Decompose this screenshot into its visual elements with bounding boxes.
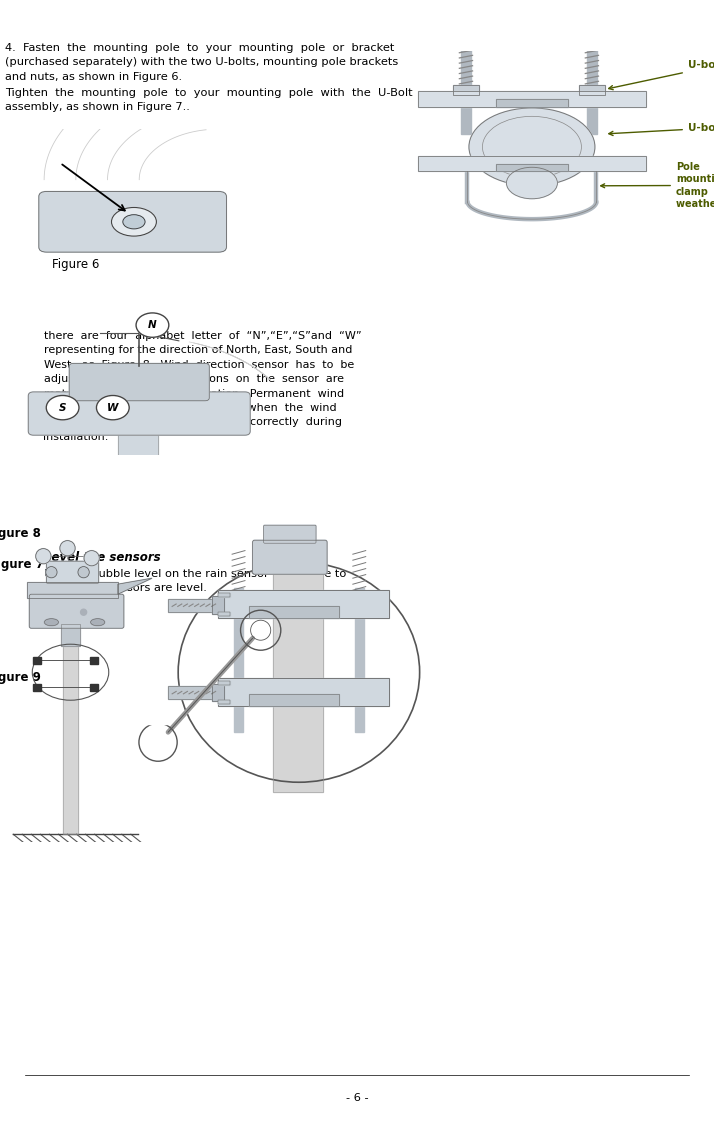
Bar	[218, 591, 389, 618]
Text: there  are  four  alphabet  letter  of  “N”,“E”,“S”and  “W”
representing for the: there are four alphabet letter of “N”,“E…	[44, 331, 361, 441]
Circle shape	[96, 395, 129, 420]
Bar	[355, 588, 363, 732]
Text: S: S	[59, 403, 66, 412]
Bar	[64, 564, 78, 834]
FancyBboxPatch shape	[263, 526, 316, 544]
Bar	[61, 624, 79, 646]
Bar	[212, 684, 224, 702]
Bar	[168, 599, 223, 612]
Bar	[218, 681, 231, 685]
Circle shape	[60, 540, 75, 556]
Circle shape	[46, 567, 57, 578]
Bar	[212, 684, 224, 702]
Bar	[118, 416, 158, 484]
Bar	[579, 85, 605, 95]
Bar	[118, 416, 158, 484]
Circle shape	[84, 550, 99, 566]
Bar	[218, 678, 389, 706]
Bar	[248, 606, 339, 618]
Polygon shape	[27, 582, 118, 599]
Text: Tighten  the  mounting  pole  to  your  mounting  pole  with  the  U-Bolt
assemb: Tighten the mounting pole to your mounti…	[5, 88, 413, 112]
Text: Level the sensors: Level the sensors	[44, 551, 160, 564]
Bar	[218, 593, 231, 597]
Bar	[418, 91, 646, 107]
Bar	[496, 99, 568, 107]
Circle shape	[81, 609, 86, 615]
Bar	[218, 678, 389, 706]
Bar	[218, 612, 231, 617]
Bar	[218, 612, 231, 617]
FancyBboxPatch shape	[29, 594, 124, 628]
Text: 4.  Fasten  the  mounting  pole  to  your  mounting  pole  or  bracket
(purchase: 4. Fasten the mounting pole to your moun…	[5, 43, 398, 82]
Bar	[218, 591, 389, 618]
Bar	[34, 684, 41, 691]
Bar	[453, 85, 478, 95]
Circle shape	[123, 214, 145, 229]
Circle shape	[136, 313, 169, 337]
Bar	[453, 85, 478, 95]
Text: Figure 8: Figure 8	[0, 527, 41, 540]
Bar	[234, 588, 243, 732]
FancyBboxPatch shape	[69, 364, 209, 401]
Bar	[273, 553, 323, 792]
Text: Figure 9: Figure 9	[0, 672, 41, 684]
Text: - 6 -: - 6 -	[346, 1093, 368, 1103]
Text: U-bolt nut: U-bolt nut	[609, 61, 714, 90]
Circle shape	[46, 395, 79, 420]
Bar	[168, 599, 223, 612]
Bar	[168, 686, 223, 699]
Bar	[496, 99, 568, 107]
Circle shape	[469, 108, 595, 185]
Bar	[90, 657, 98, 664]
Bar	[579, 85, 605, 95]
Bar	[248, 694, 339, 706]
Text: N: N	[148, 320, 157, 330]
FancyBboxPatch shape	[39, 191, 226, 252]
Bar	[218, 700, 231, 704]
Bar	[64, 564, 78, 834]
Bar	[418, 156, 646, 171]
Circle shape	[111, 208, 156, 236]
Bar	[248, 694, 339, 706]
Text: Use the bubble level on the rain sensor as a guide to
verify that sensors are le: Use the bubble level on the rain sensor …	[44, 569, 346, 593]
Text: Figure 6: Figure 6	[52, 258, 100, 271]
Text: Pole
mounting
clamp
weather station pole: Pole mounting clamp weather station pole	[600, 162, 714, 209]
Bar	[218, 593, 231, 597]
FancyBboxPatch shape	[253, 540, 327, 574]
Bar	[218, 681, 231, 685]
Bar	[273, 553, 323, 792]
Bar	[212, 596, 224, 614]
Bar	[418, 156, 646, 171]
Bar	[61, 624, 79, 646]
Text: Figure 7: Figure 7	[0, 558, 44, 570]
Bar	[212, 596, 224, 614]
Circle shape	[78, 567, 89, 578]
Bar	[34, 657, 41, 664]
Ellipse shape	[91, 619, 105, 626]
Circle shape	[36, 549, 51, 564]
Bar	[90, 684, 98, 691]
FancyBboxPatch shape	[29, 392, 250, 436]
Bar	[586, 45, 598, 134]
Bar	[418, 91, 646, 107]
Bar	[461, 45, 471, 134]
Text: W: W	[107, 403, 119, 412]
Bar	[168, 686, 223, 699]
Circle shape	[506, 167, 558, 199]
Bar	[248, 606, 339, 618]
Bar	[218, 700, 231, 704]
Bar	[496, 164, 568, 171]
Text: U-bolt: U-bolt	[609, 124, 714, 136]
Bar	[496, 164, 568, 171]
Ellipse shape	[44, 619, 59, 626]
FancyBboxPatch shape	[46, 562, 99, 583]
Polygon shape	[118, 578, 152, 594]
